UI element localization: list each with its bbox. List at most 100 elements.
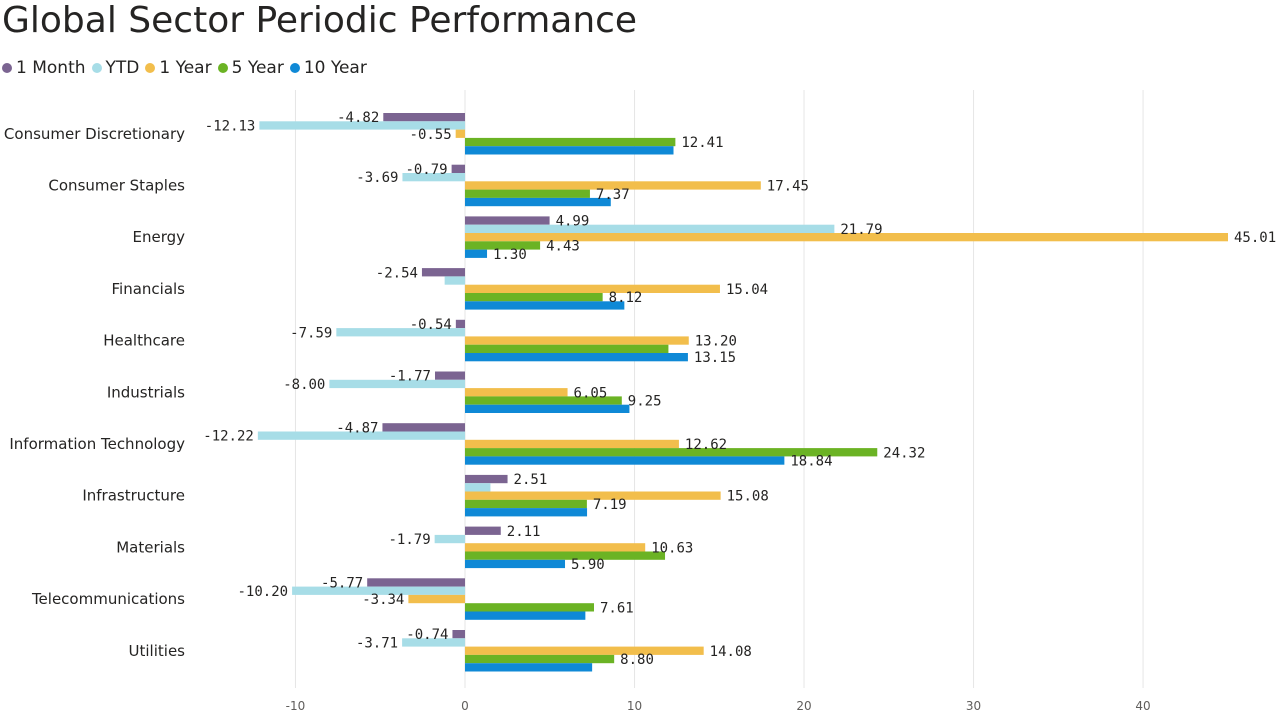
legend-item-1-month[interactable]: 1 Month (2, 58, 86, 78)
category-label: Industrials (107, 383, 185, 401)
x-tick-label: -10 (286, 699, 306, 713)
data-label: -5.77 (321, 575, 363, 591)
data-label: 8.80 (620, 652, 654, 668)
bar[interactable] (465, 611, 586, 620)
bar[interactable] (465, 293, 603, 302)
bar[interactable] (465, 499, 587, 509)
category-label: Telecommunications (31, 590, 185, 608)
data-label: 8.12 (609, 290, 643, 306)
data-label: 4.43 (546, 238, 580, 254)
bar[interactable] (451, 164, 465, 173)
bar[interactable] (292, 586, 465, 595)
bar[interactable] (465, 249, 488, 258)
bar[interactable] (434, 534, 465, 544)
bar[interactable] (465, 483, 491, 492)
bar[interactable] (465, 388, 568, 397)
data-label: 4.99 (556, 214, 590, 230)
bar[interactable] (465, 233, 1228, 242)
bar[interactable] (465, 559, 566, 569)
bar[interactable] (465, 654, 615, 664)
bar[interactable] (465, 216, 550, 225)
data-labels: -4.82 -12.13 -0.55 12.41 -0.79 -3.69 17.45 7.37… (203, 110, 1276, 668)
bar[interactable] (465, 526, 501, 535)
data-label: -0.74 (406, 627, 448, 643)
bar[interactable] (455, 129, 465, 138)
legend-marker (2, 63, 12, 73)
bar[interactable] (465, 301, 625, 310)
data-label: 5.90 (571, 557, 605, 573)
bar[interactable] (465, 241, 541, 250)
bar[interactable] (383, 113, 465, 122)
chart-legend: 1 Month YTD 1 Year 5 Year 10 Year (2, 57, 373, 79)
data-label: 24.32 (883, 445, 925, 461)
data-label: 9.25 (628, 394, 662, 410)
bar[interactable] (465, 146, 674, 155)
data-label: 2.51 (514, 472, 548, 488)
data-label: 14.08 (710, 644, 752, 660)
data-label: 13.20 (695, 334, 737, 350)
bar[interactable] (455, 319, 465, 329)
bar[interactable] (329, 379, 465, 389)
bar[interactable] (465, 551, 666, 560)
bar[interactable] (465, 491, 721, 500)
x-tick-label: 20 (796, 699, 811, 713)
x-tick-label: 10 (627, 699, 642, 713)
data-label: 21.79 (840, 222, 882, 238)
bar[interactable] (465, 508, 588, 517)
category-label: Consumer Staples (48, 176, 185, 194)
bars (257, 113, 1228, 672)
bar[interactable] (465, 663, 593, 672)
bar[interactable] (382, 423, 465, 432)
legend-marker (145, 63, 156, 73)
data-label: 7.61 (600, 600, 634, 616)
legend-item-1-year[interactable]: 1 Year (145, 58, 212, 78)
bar[interactable] (465, 474, 508, 484)
data-label: -7.59 (290, 325, 332, 341)
legend-marker (91, 63, 102, 73)
bar[interactable] (402, 638, 465, 647)
legend-label: YTD (105, 58, 140, 78)
bar[interactable] (465, 336, 689, 345)
bar[interactable] (421, 268, 465, 277)
bar[interactable] (465, 181, 761, 190)
data-label: -2.54 (376, 265, 418, 281)
data-label: 17.45 (767, 178, 809, 194)
bar[interactable] (465, 197, 611, 207)
bar[interactable] (465, 344, 669, 353)
legend-item-ytd[interactable]: YTD (91, 58, 140, 78)
data-label: 45.01 (1234, 230, 1276, 246)
bar[interactable] (465, 353, 688, 362)
bar[interactable] (465, 456, 785, 465)
bar[interactable] (465, 543, 646, 552)
bar[interactable] (444, 276, 465, 285)
bar[interactable] (465, 284, 720, 293)
bar[interactable] (367, 578, 465, 587)
legend-item-10-year[interactable]: 10 Year (289, 58, 367, 78)
data-label: 12.62 (685, 437, 727, 453)
bar[interactable] (465, 404, 630, 413)
bar[interactable] (402, 173, 465, 182)
bar[interactable] (336, 328, 465, 337)
legend-label: 1 Year (159, 58, 212, 78)
bar[interactable] (434, 371, 465, 380)
data-label: 7.19 (593, 497, 627, 513)
bar[interactable] (465, 646, 704, 655)
bar[interactable] (465, 224, 835, 233)
bar[interactable] (465, 137, 676, 147)
data-label: 10.63 (651, 540, 693, 556)
bar[interactable] (465, 603, 595, 612)
data-label: -1.79 (389, 532, 431, 548)
bar[interactable] (259, 121, 465, 130)
bar[interactable] (452, 630, 465, 639)
legend-marker (289, 63, 300, 73)
bar[interactable] (465, 448, 878, 457)
bar[interactable] (465, 396, 622, 405)
legend-item-5-year[interactable]: 5 Year (217, 58, 284, 78)
bar[interactable] (408, 594, 465, 604)
bar[interactable] (465, 189, 590, 198)
bar[interactable] (465, 439, 679, 449)
data-label: 15.08 (727, 489, 769, 505)
data-label: -1.77 (389, 369, 431, 385)
bar[interactable] (257, 431, 465, 440)
